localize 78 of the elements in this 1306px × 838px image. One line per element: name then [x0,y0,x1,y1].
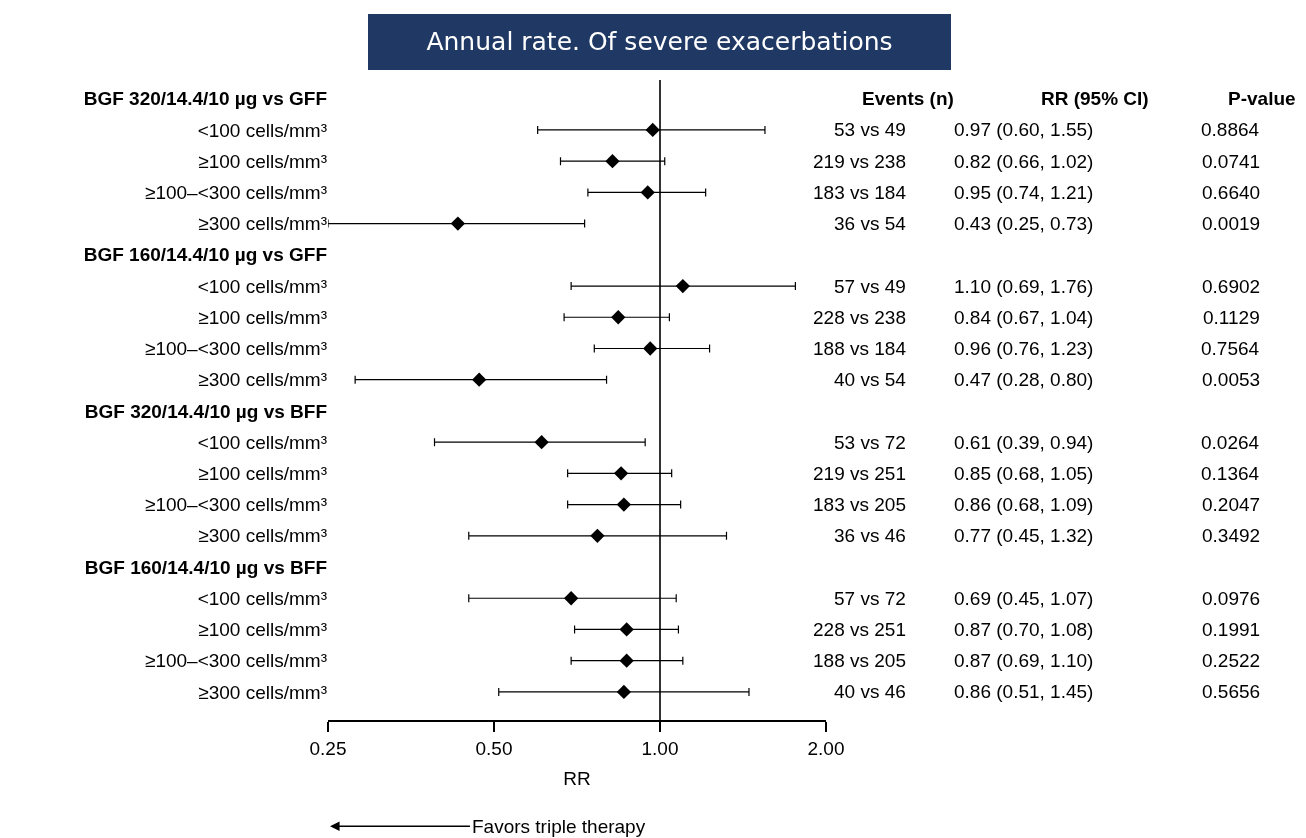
y-tick-label: <100 cells/mm³ [197,119,327,141]
y-tick-label: ≥100–<300 cells/mm³ [144,338,327,360]
annotation: 219 vs 238 [813,151,906,172]
data-label: 0.86 (0.51, 1.45) [954,681,1094,702]
text: P-value [1228,88,1296,109]
text: 53 vs 72 [834,432,906,453]
data-label: 0.84 (0.67, 1.04) [954,307,1094,328]
text: 36 vs 46 [834,525,906,546]
annotation: 188 vs 184 [813,338,907,359]
data-label: 0.85 (0.68, 1.05) [954,463,1094,484]
text: 0.6640 [1202,182,1261,203]
data-label: 0.69 (0.45, 1.07) [954,588,1094,609]
data-label: 1.10 (0.69, 1.76) [954,276,1094,297]
text: 36 vs 54 [834,213,907,234]
data-label: 0.47 (0.28, 0.80) [954,369,1094,390]
x-tick-label: 1.00 [641,737,679,759]
text: Events (n) [862,88,954,109]
text: 0.3492 [1202,525,1261,546]
data-label: 0.87 (0.70, 1.08) [954,619,1094,640]
annotation: 183 vs 184 [813,182,907,203]
text: 0.1364 [1201,463,1260,484]
x-tick-label: 0.25 [309,737,347,759]
text: 0.0019 [1202,213,1261,234]
text: 0.6902 [1202,276,1261,297]
y-tick-label: ≥300 cells/mm³ [198,681,327,703]
x-tick-label: 2.00 [807,737,845,759]
text: Favors triple therapy [472,816,646,837]
annotation: 228 vs 251 [813,619,906,640]
data-label: 0.97 (0.60, 1.55) [954,119,1094,140]
text: 0.2522 [1202,650,1261,671]
y-tick-label: ≥300 cells/mm³ [198,369,327,391]
x-tick-label: 0.50 [475,737,513,759]
y-tick-label: BGF 160/14.4/10 µg vs BFF [84,556,327,578]
text: 0.1129 [1203,307,1260,328]
data-label: 0.43 (0.25, 0.73) [954,213,1094,234]
text: 57 vs 49 [834,276,906,297]
data-label: 0.86 (0.68, 1.09) [954,494,1094,515]
data-label: 0.61 (0.39, 0.94) [954,432,1094,453]
annotation: 183 vs 205 [813,494,906,515]
text: 0.0741 [1202,151,1261,172]
data-label: 0.95 (0.74, 1.21) [954,182,1094,203]
y-tick-label: BGF 320/14.4/10 µg vs BFF [84,400,327,422]
text: 0.0053 [1202,369,1261,390]
annotation: 228 vs 238 [813,307,906,328]
y-tick-label: ≥100–<300 cells/mm³ [144,650,327,672]
text: 53 vs 49 [834,119,906,140]
text: 0.0976 [1202,588,1261,609]
annotation: 188 vs 205 [813,650,906,671]
y-tick-label: ≥100–<300 cells/mm³ [144,182,327,204]
data-label: 0.87 (0.69, 1.10) [954,650,1094,671]
y-tick-label: <100 cells/mm³ [197,431,327,453]
x-axis-title: RR [563,767,591,789]
text: 0.5656 [1202,681,1261,702]
data-label: 0.77 (0.45, 1.32) [954,525,1094,546]
y-tick-label: ≥100 cells/mm³ [198,463,327,485]
y-tick-label: ≥100 cells/mm³ [198,619,327,641]
y-tick-label: ≥100 cells/mm³ [198,306,327,328]
annotation: 219 vs 251 [813,463,906,484]
text: 0.1991 [1202,619,1261,640]
y-tick-label: ≥300 cells/mm³ [198,213,327,235]
text: 0.7564 [1201,338,1260,359]
text: 40 vs 46 [834,681,906,702]
y-tick-label: <100 cells/mm³ [197,587,327,609]
text: RR (95% CI) [1041,88,1149,109]
text: 0.2047 [1202,494,1261,515]
y-tick-label: ≥300 cells/mm³ [198,525,327,547]
text: 57 vs 72 [834,588,906,609]
chart-title: Annual rate. Of severe exacerbations [368,14,951,70]
text: 0.0264 [1201,432,1260,453]
data-label: 0.96 (0.76, 1.23) [954,338,1094,359]
y-tick-label: BGF 160/14.4/10 µg vs GFF [83,244,327,266]
y-tick-label: ≥100–<300 cells/mm³ [144,494,327,516]
y-tick-label: ≥100 cells/mm³ [198,150,327,172]
y-tick-label: BGF 320/14.4/10 µg vs GFF [83,88,327,110]
text: 40 vs 54 [834,369,907,390]
data-label: 0.82 (0.66, 1.02) [954,151,1094,172]
text: 0.8864 [1201,119,1260,140]
y-tick-label: <100 cells/mm³ [197,275,327,297]
